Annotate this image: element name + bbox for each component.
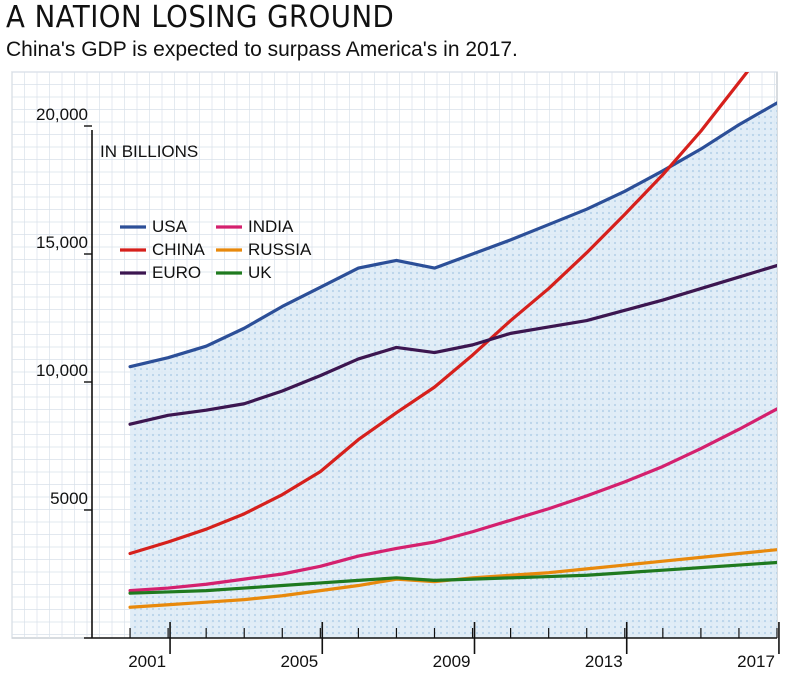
y-tick-label: 5000 bbox=[50, 489, 88, 508]
series-line-china bbox=[128, 72, 750, 556]
x-tick-label: 2005 bbox=[280, 652, 318, 671]
y-tick-label: 15,000 bbox=[36, 233, 88, 252]
legend: USA CHINA EURO INDIA RUSSIA UK bbox=[120, 217, 312, 282]
x-tick-label: 2013 bbox=[585, 652, 623, 671]
series-line-euro bbox=[128, 263, 777, 426]
y-tick-label: 20,000 bbox=[36, 105, 88, 124]
x-tick-label: 2009 bbox=[433, 652, 471, 671]
y-tick-label: 10,000 bbox=[36, 361, 88, 380]
x-tick-label: 2017 bbox=[737, 652, 775, 671]
units-label: IN BILLIONS bbox=[100, 142, 198, 161]
legend-label-russia: RUSSIA bbox=[248, 240, 312, 259]
legend-label-china: CHINA bbox=[152, 240, 206, 259]
x-tick-label: 2001 bbox=[128, 652, 166, 671]
legend-label-uk: UK bbox=[248, 263, 272, 282]
series-line-uk bbox=[128, 560, 777, 595]
chart-subtitle: China's GDP is expected to surpass Ameri… bbox=[6, 38, 518, 61]
chart-title: A NATION LOSING GROUND bbox=[6, 0, 395, 35]
legend-label-euro: EURO bbox=[152, 263, 201, 282]
series-line-india bbox=[128, 407, 777, 593]
axes: 5000 10,000 15,000 20,000 2001 2005 2009 2013 20… bbox=[36, 105, 780, 671]
legend-label-india: INDIA bbox=[248, 217, 294, 236]
series-lines bbox=[128, 72, 777, 609]
legend-label-usa: USA bbox=[152, 217, 188, 236]
